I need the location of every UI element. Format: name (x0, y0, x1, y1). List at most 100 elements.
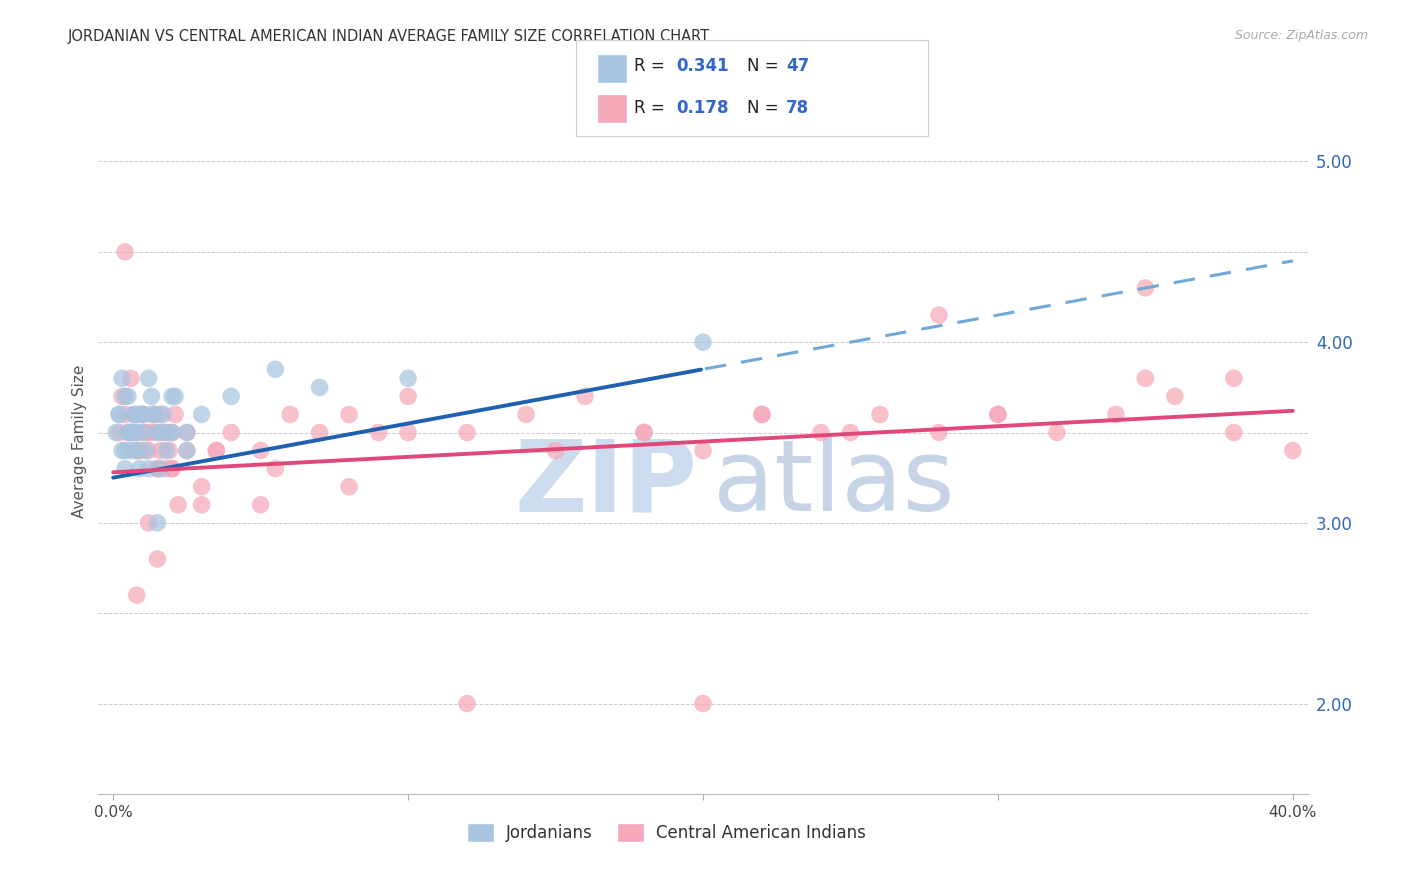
Point (146, 552, 169, 566)
Point (515, 408, 537, 422)
Point (692, 443, 714, 458)
Point (167, 498, 190, 512)
Point (108, 425, 131, 440)
Point (1105, 408, 1128, 422)
Point (160, 425, 183, 440)
Point (456, 425, 478, 440)
Point (633, 425, 655, 440)
Point (111, 389, 134, 403)
Text: 78: 78 (786, 98, 808, 117)
Point (149, 443, 172, 458)
Point (125, 425, 148, 440)
Point (125, 408, 148, 422)
Point (138, 425, 160, 440)
Point (165, 408, 187, 422)
Point (135, 443, 157, 458)
Point (149, 425, 172, 440)
Text: Source: ZipAtlas.com: Source: ZipAtlas.com (1234, 29, 1368, 42)
Point (146, 516, 169, 530)
Point (264, 461, 287, 475)
Point (1164, 389, 1187, 403)
Point (160, 425, 183, 440)
Point (120, 425, 142, 440)
Point (249, 443, 271, 458)
Point (108, 408, 131, 422)
Point (114, 389, 136, 403)
Point (146, 461, 169, 475)
Point (120, 425, 142, 440)
Point (456, 697, 478, 711)
Point (987, 408, 1010, 422)
Text: ZIP: ZIP (515, 435, 697, 533)
Point (337, 480, 360, 494)
Point (692, 697, 714, 711)
Point (308, 425, 330, 440)
Point (117, 389, 139, 403)
Point (692, 335, 714, 350)
Point (125, 443, 148, 458)
Point (128, 443, 150, 458)
Point (117, 425, 139, 440)
Point (157, 425, 180, 440)
Point (128, 461, 150, 475)
Point (108, 408, 131, 422)
Point (810, 425, 832, 440)
Point (114, 244, 136, 259)
Point (219, 425, 242, 440)
Point (219, 389, 242, 403)
Point (117, 425, 139, 440)
Point (264, 362, 287, 376)
Point (205, 443, 228, 458)
Point (120, 443, 142, 458)
Point (190, 480, 212, 494)
Point (131, 408, 153, 422)
Point (396, 425, 419, 440)
Point (143, 408, 166, 422)
Point (165, 389, 187, 403)
Point (190, 498, 212, 512)
Point (278, 408, 301, 422)
Point (155, 425, 177, 440)
Text: JORDANIAN VS CENTRAL AMERICAN INDIAN AVERAGE FAMILY SIZE CORRELATION CHART: JORDANIAN VS CENTRAL AMERICAN INDIAN AVE… (67, 29, 710, 44)
Point (205, 443, 228, 458)
Point (160, 389, 183, 403)
Point (751, 408, 773, 422)
Point (138, 516, 160, 530)
Point (1135, 281, 1157, 295)
Legend: Jordanians, Central American Indians: Jordanians, Central American Indians (461, 817, 873, 849)
Point (146, 425, 169, 440)
Point (120, 371, 142, 385)
Point (337, 408, 360, 422)
Point (176, 443, 198, 458)
Point (176, 443, 198, 458)
Point (751, 408, 773, 422)
Point (1046, 425, 1069, 440)
Point (152, 408, 174, 422)
Point (308, 380, 330, 394)
Point (367, 425, 389, 440)
Point (149, 408, 172, 422)
Point (1282, 443, 1305, 458)
Point (155, 461, 177, 475)
Point (122, 408, 145, 422)
Y-axis label: Average Family Size: Average Family Size (72, 365, 87, 518)
Text: N =: N = (747, 98, 783, 117)
Point (143, 408, 166, 422)
Point (146, 461, 169, 475)
Point (114, 443, 136, 458)
Point (131, 408, 153, 422)
Point (157, 443, 180, 458)
Point (155, 443, 177, 458)
Point (114, 461, 136, 475)
Point (138, 443, 160, 458)
Point (176, 425, 198, 440)
Point (149, 461, 172, 475)
Point (125, 588, 148, 602)
Point (152, 425, 174, 440)
Point (1135, 371, 1157, 385)
Point (869, 408, 891, 422)
Point (1223, 425, 1246, 440)
Point (141, 408, 163, 422)
Point (131, 425, 153, 440)
Point (396, 389, 419, 403)
